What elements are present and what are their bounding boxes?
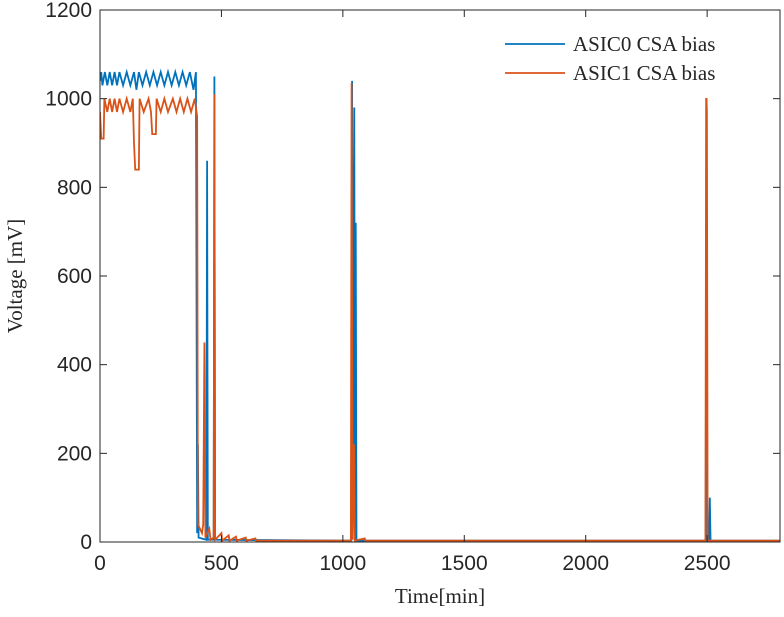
- x-tick-label: 1500: [441, 552, 488, 575]
- x-tick-label: 2500: [684, 552, 731, 575]
- y-axis-label: Voltage [mV]: [3, 219, 27, 334]
- legend-box: [499, 28, 769, 98]
- x-tick-label: 2000: [562, 552, 609, 575]
- legend-label: ASIC0 CSA bias: [573, 32, 715, 56]
- y-tick-label: 400: [57, 354, 92, 377]
- data-line: [100, 83, 780, 542]
- legend-label: ASIC1 CSA bias: [573, 61, 715, 85]
- y-tick-label: 1200: [45, 0, 92, 22]
- x-tick-label: 500: [204, 552, 239, 575]
- y-tick-label: 600: [57, 265, 92, 288]
- y-tick-label: 800: [57, 176, 92, 199]
- x-tick-label: 1000: [319, 552, 366, 575]
- y-tick-label: 1000: [45, 88, 92, 111]
- y-tick-label: 200: [57, 442, 92, 465]
- data-line: [100, 68, 780, 542]
- x-tick-label: 0: [94, 552, 106, 575]
- x-axis-label: Time[min]: [395, 584, 485, 608]
- y-tick-label: 0: [80, 531, 92, 554]
